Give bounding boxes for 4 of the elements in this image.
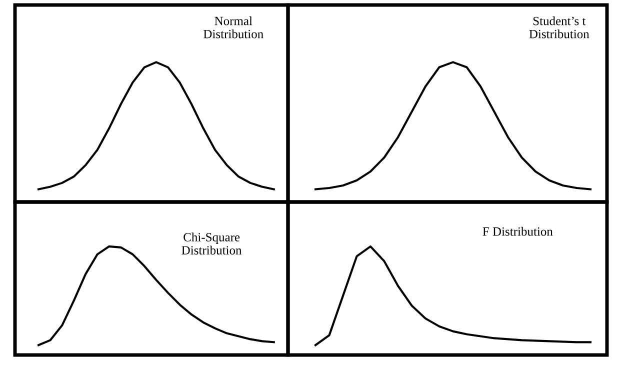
annotation: Chi-Square Distribution — [182, 232, 242, 255]
text: Normal Distribution — [204, 16, 264, 38]
text: F Distribution — [482, 226, 553, 236]
text: Student’s t Distribution — [529, 16, 590, 38]
